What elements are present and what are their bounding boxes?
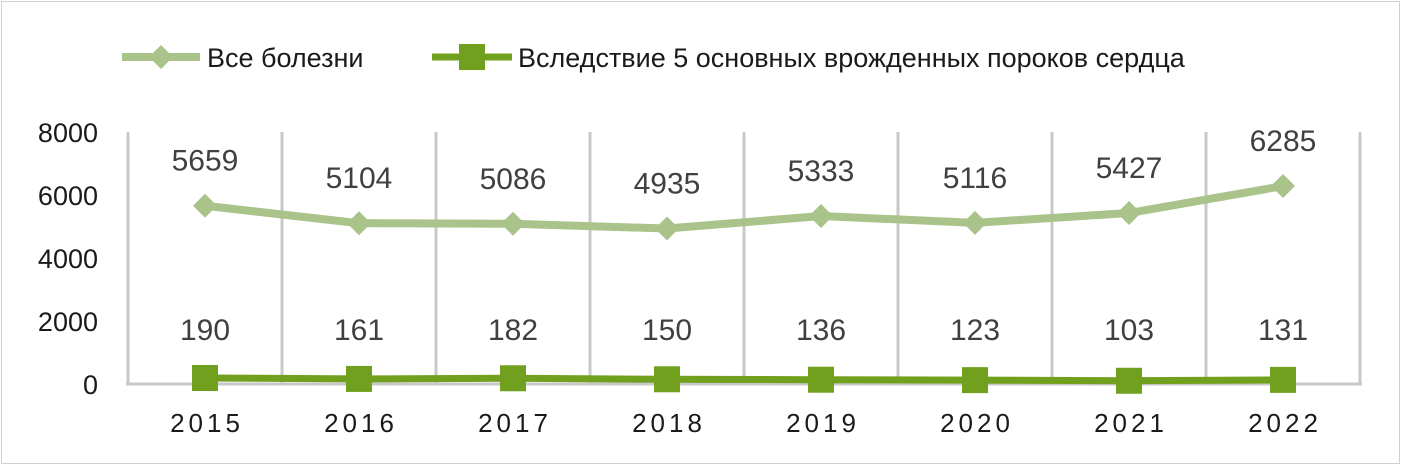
x-tick-label: 2017 bbox=[478, 408, 552, 438]
y-tick-label: 8000 bbox=[38, 118, 98, 148]
x-tick-label: 2022 bbox=[1248, 408, 1322, 438]
data-point-diamond bbox=[1117, 201, 1141, 226]
data-point-square bbox=[500, 365, 526, 392]
data-point-diamond bbox=[347, 211, 371, 236]
legend-label-1: Вследствие 5 основных врожденных пороков… bbox=[518, 43, 1186, 73]
data-label: 182 bbox=[488, 314, 538, 347]
y-tick-label: 0 bbox=[83, 370, 98, 400]
data-point-diamond bbox=[655, 216, 679, 241]
data-point-square bbox=[962, 367, 988, 394]
data-point-square bbox=[346, 365, 372, 392]
series-line-0 bbox=[204, 182, 1284, 233]
y-tick-label: 2000 bbox=[38, 307, 98, 337]
data-point-diamond bbox=[963, 210, 987, 235]
legend-label-0: Все болезни bbox=[207, 43, 363, 73]
data-label: 161 bbox=[334, 314, 384, 347]
y-tick-label: 4000 bbox=[38, 244, 98, 274]
x-tick-label: 2019 bbox=[786, 408, 860, 438]
data-label: 6285 bbox=[1250, 125, 1317, 158]
data-label: 4935 bbox=[634, 168, 701, 201]
data-point-square bbox=[1270, 366, 1296, 393]
x-tick-label: 2020 bbox=[940, 408, 1014, 438]
data-label: 190 bbox=[180, 314, 230, 347]
x-tick-label: 2018 bbox=[632, 408, 706, 438]
data-label: 5104 bbox=[326, 162, 393, 195]
data-point-diamond bbox=[501, 211, 525, 236]
data-label: 136 bbox=[796, 314, 846, 347]
data-point-square bbox=[1116, 367, 1142, 394]
data-label: 5086 bbox=[480, 163, 547, 196]
data-label: 5333 bbox=[788, 155, 855, 188]
data-label: 131 bbox=[1258, 314, 1308, 347]
data-point-square bbox=[654, 366, 680, 393]
x-tick-label: 2021 bbox=[1094, 408, 1168, 438]
data-label: 5659 bbox=[172, 145, 239, 178]
y-tick-label: 6000 bbox=[38, 181, 98, 211]
x-tick-label: 2015 bbox=[170, 408, 244, 438]
data-point-diamond bbox=[193, 193, 217, 218]
data-label: 5427 bbox=[1096, 152, 1163, 185]
data-label: 123 bbox=[950, 314, 1000, 347]
data-label: 103 bbox=[1104, 314, 1154, 347]
data-point-diamond bbox=[1271, 174, 1295, 199]
legend-square-icon bbox=[459, 44, 485, 70]
legend-diamond-icon bbox=[149, 45, 173, 69]
data-point-square bbox=[192, 365, 218, 392]
data-label: 150 bbox=[642, 314, 692, 347]
data-point-square bbox=[808, 366, 834, 393]
series-line-1 bbox=[204, 374, 1284, 385]
x-tick-label: 2016 bbox=[324, 408, 398, 438]
data-label: 5116 bbox=[943, 162, 1008, 195]
data-point-diamond bbox=[809, 204, 833, 229]
